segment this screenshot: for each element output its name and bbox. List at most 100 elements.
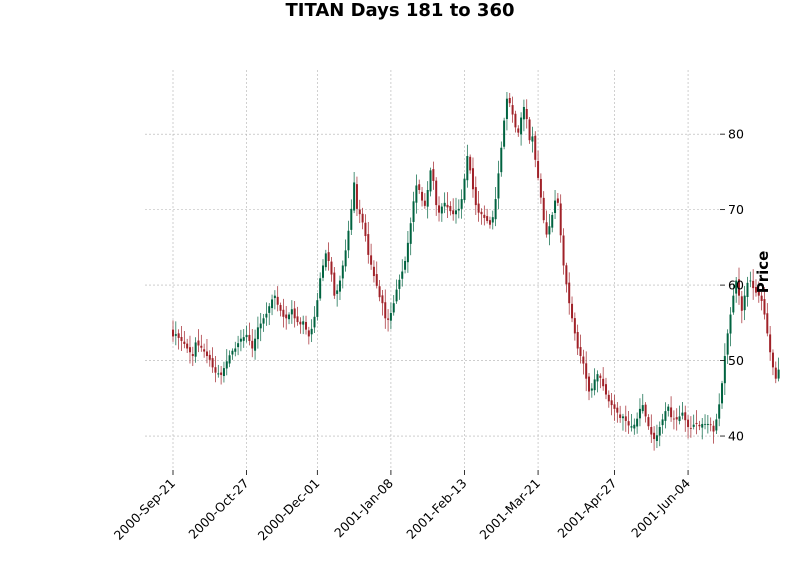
candle-body — [712, 425, 715, 432]
candle-body — [307, 330, 310, 337]
candle — [262, 314, 265, 332]
candle — [769, 326, 772, 361]
candle-body — [389, 313, 392, 321]
candle — [367, 221, 370, 264]
candle-body — [406, 242, 409, 263]
candle-body — [384, 302, 387, 319]
candle-body — [689, 427, 692, 429]
candle — [757, 281, 760, 303]
candle — [372, 260, 375, 283]
candle — [582, 349, 585, 375]
candle-body — [220, 372, 223, 375]
candle — [347, 220, 350, 259]
candle-body — [172, 329, 174, 337]
candle — [248, 322, 251, 346]
candle-body — [517, 128, 520, 133]
candle — [222, 361, 225, 383]
candle — [477, 190, 480, 222]
candle-body — [681, 412, 684, 416]
candle-body — [647, 417, 650, 427]
candle — [438, 196, 441, 222]
candle-body — [336, 290, 339, 294]
candle-body — [378, 286, 381, 298]
candle — [500, 141, 503, 177]
candle-body — [735, 280, 738, 294]
candle — [268, 303, 271, 326]
candle — [604, 377, 607, 400]
candle-body — [242, 337, 245, 341]
candle-body — [766, 313, 769, 334]
candle-body — [361, 213, 364, 223]
candle-body — [248, 334, 251, 341]
candle — [273, 290, 276, 310]
y-axis-label: Price — [754, 251, 772, 294]
candle-body — [525, 109, 528, 120]
candle — [180, 325, 183, 352]
candle-body — [290, 309, 293, 315]
candle — [545, 210, 548, 238]
candle — [327, 242, 330, 271]
candle-body — [265, 313, 268, 318]
candle-body — [650, 427, 653, 435]
candle-body — [627, 421, 630, 426]
candle-body — [616, 407, 619, 413]
candle — [715, 413, 718, 435]
candle-body — [486, 216, 489, 221]
candle-body — [610, 400, 613, 406]
candle — [511, 96, 514, 123]
candle-body — [732, 295, 735, 313]
candle — [525, 99, 528, 129]
candle-body — [225, 361, 228, 369]
candle-body — [692, 424, 695, 427]
candle — [361, 207, 364, 230]
candle-body — [180, 336, 183, 341]
candle-body — [254, 338, 257, 351]
candle — [435, 177, 438, 216]
candle-body — [579, 347, 582, 357]
candle-body — [774, 367, 777, 379]
candle — [254, 329, 257, 360]
candle-body — [508, 97, 511, 104]
candle — [265, 302, 268, 326]
candle — [579, 334, 582, 364]
candle — [684, 405, 687, 432]
candle-body — [370, 255, 373, 265]
candle-body — [316, 300, 319, 317]
candle — [186, 338, 189, 353]
candle — [706, 415, 709, 434]
candle-body — [231, 350, 234, 355]
candle-body — [695, 422, 698, 424]
candle-body — [718, 404, 721, 419]
candle-body — [404, 260, 407, 270]
candle — [344, 239, 347, 272]
candle-body — [769, 334, 772, 353]
candle — [389, 302, 392, 330]
candle-body — [661, 419, 664, 426]
candle — [548, 214, 551, 246]
candle-body — [466, 156, 469, 181]
candle — [449, 201, 452, 216]
candle-body — [211, 358, 214, 368]
candle — [661, 413, 664, 434]
candle — [392, 295, 395, 316]
candle — [672, 410, 675, 430]
candle — [225, 349, 228, 376]
candle — [355, 176, 358, 217]
candle-body — [299, 321, 302, 325]
candle-body — [372, 266, 375, 277]
candle-body — [653, 432, 656, 440]
y-tick-label: 80 — [728, 127, 744, 142]
candle-body — [358, 209, 361, 215]
candle — [777, 357, 780, 382]
candle — [743, 285, 746, 321]
candle — [593, 368, 596, 396]
candle-body — [302, 321, 305, 325]
x-tick-label: 2001-Jun-04 — [628, 475, 693, 540]
candle-body — [624, 416, 627, 421]
candle — [395, 279, 398, 304]
candle-body — [429, 170, 432, 192]
candle-body — [497, 173, 500, 199]
candle-body — [599, 375, 602, 378]
candle — [556, 193, 559, 207]
candle-body — [409, 223, 412, 244]
